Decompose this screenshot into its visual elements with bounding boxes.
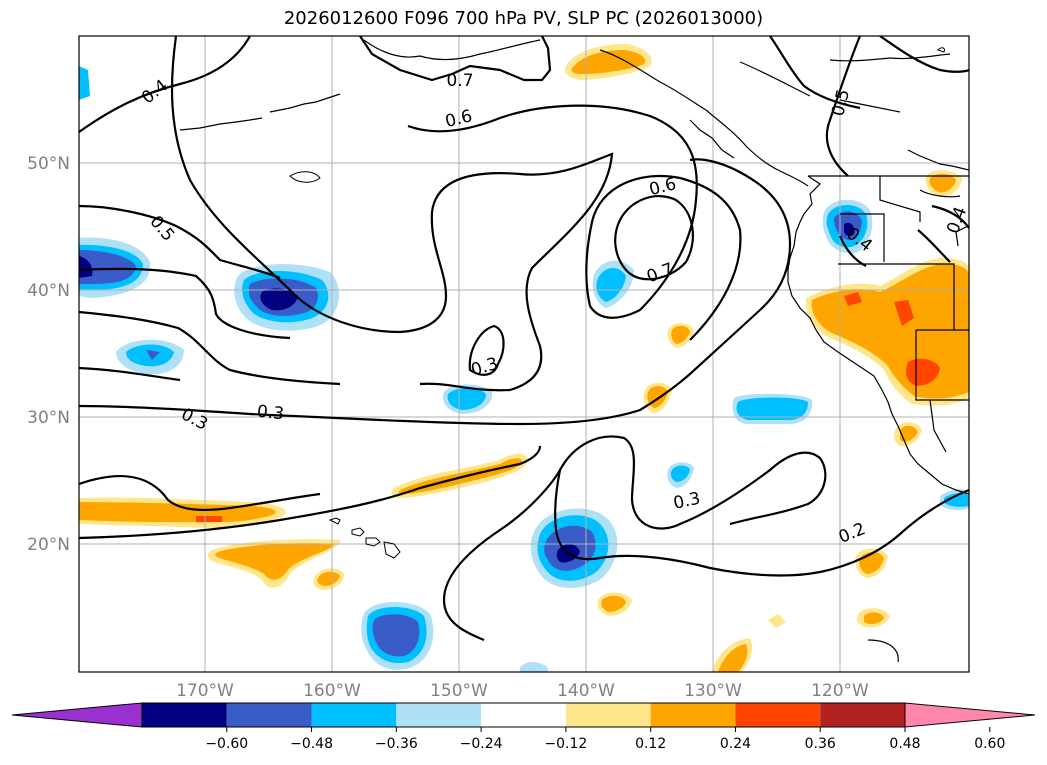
colorbar-tick-label: 0.36	[805, 736, 836, 752]
lat-label: 20°N	[27, 535, 70, 555]
latitude-labels: 50°N 40°N 30°N 20°N	[27, 154, 70, 555]
colorbar-tick-label: 0.12	[635, 736, 666, 752]
lon-label: 150°W	[430, 681, 488, 701]
lat-label: 50°N	[27, 154, 70, 174]
pv-negative-shading	[79, 66, 969, 672]
colorbar-tick-label: −0.24	[460, 736, 503, 752]
colorbar-tick-label: −0.36	[375, 736, 418, 752]
lon-label: 140°W	[557, 681, 615, 701]
colorbar-tick-label: −0.12	[544, 736, 587, 752]
colorbar-tick-label: −0.48	[290, 736, 333, 752]
lat-label: 30°N	[27, 408, 70, 428]
colorbar-segment	[735, 703, 821, 727]
colorbar-segment	[311, 703, 397, 727]
hawaiian-islands	[328, 517, 401, 559]
lat-label: 40°N	[27, 281, 70, 301]
colorbar-segment	[481, 703, 566, 727]
colorbar-segment	[396, 703, 482, 727]
colorbar-extend-high	[904, 702, 1036, 728]
small-islands	[289, 47, 945, 183]
slp-pc-contours	[79, 36, 969, 642]
colorbar-tick-label: −0.60	[205, 736, 248, 752]
lon-label: 170°W	[176, 681, 234, 701]
lon-label: 130°W	[684, 681, 742, 701]
colorbar-tick-label: 0.48	[889, 736, 920, 752]
colorbar-segment	[565, 703, 651, 727]
lon-label: 160°W	[303, 681, 361, 701]
map-frame	[78, 35, 970, 673]
colorbar-segment	[650, 703, 736, 727]
colorbar-segment	[820, 703, 905, 727]
colorbar-tick-label: 0.60	[974, 736, 1005, 752]
pv-positive-shading	[79, 44, 969, 672]
longitude-labels: 170°W 160°W 150°W 140°W 130°W 120°W	[176, 681, 869, 701]
colorbar-extend-low	[11, 702, 143, 728]
coastlines	[179, 39, 969, 663]
colorbar-segment	[142, 703, 227, 727]
lon-label: 120°W	[811, 681, 869, 701]
contour-label: 0.3	[256, 402, 285, 425]
map-panel	[79, 36, 969, 672]
map-title: 2026012600 F096 700 hPa PV, SLP PC (2026…	[283, 8, 764, 29]
colorbar-frame	[141, 702, 906, 728]
contour-label: 0.7	[446, 71, 473, 91]
colorbar-segment	[226, 703, 312, 727]
colorbar-tick-label: 0.24	[720, 736, 751, 752]
colorbar: −0.60 −0.48 −0.36 −0.24 −0.12 0.12 0.24 0.36 0.4…	[11, 702, 1036, 752]
